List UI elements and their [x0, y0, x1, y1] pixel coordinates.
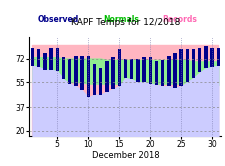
Bar	[49, 48, 53, 70]
Text: Records: Records	[161, 15, 196, 24]
Title: KAPF Temps for 12/2018: KAPF Temps for 12/2018	[70, 18, 179, 27]
Bar	[111, 57, 114, 89]
Bar	[105, 61, 108, 92]
Bar	[117, 49, 120, 86]
Bar	[43, 53, 46, 70]
Bar	[185, 49, 188, 82]
Bar	[179, 49, 182, 86]
Bar	[197, 48, 201, 73]
Bar	[135, 59, 139, 82]
Bar	[80, 56, 83, 90]
Bar	[123, 59, 127, 78]
Bar	[142, 57, 145, 82]
Bar	[166, 56, 170, 86]
Bar	[68, 59, 71, 83]
Bar	[160, 60, 164, 86]
Bar	[61, 57, 65, 79]
Bar	[92, 64, 96, 95]
Bar	[99, 68, 102, 95]
Bar	[37, 49, 40, 67]
Bar	[191, 49, 194, 78]
Bar	[55, 48, 59, 71]
Bar	[31, 48, 34, 66]
Bar	[129, 59, 133, 79]
Bar	[148, 57, 151, 83]
Bar	[154, 61, 157, 85]
Bar	[74, 56, 77, 86]
Text: Observed: Observed	[37, 15, 79, 24]
X-axis label: December 2018: December 2018	[91, 151, 159, 160]
Bar	[86, 56, 90, 97]
Bar	[216, 48, 219, 66]
Bar	[173, 53, 176, 88]
Bar	[209, 48, 213, 67]
Text: Normals: Normals	[103, 15, 139, 24]
Bar	[203, 46, 207, 68]
